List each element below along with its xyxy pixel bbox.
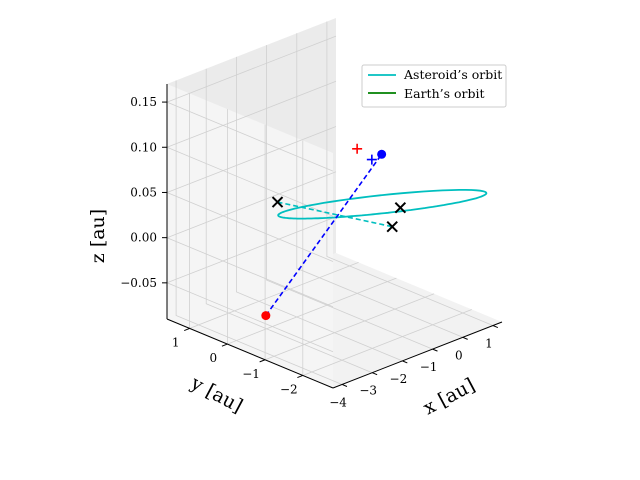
x-tick: [432, 348, 438, 352]
x-tick: [372, 372, 378, 376]
tick-marks: [162, 101, 499, 387]
x-tick-label: −2: [390, 372, 408, 386]
z-axis-label: z [au]: [87, 209, 109, 263]
grid-line-x: [235, 56, 403, 362]
legend-label-earth: Earth’s orbit: [404, 86, 485, 101]
x-tick-label: −1: [420, 360, 438, 374]
x-tick: [341, 384, 348, 387]
grid-line-x: [205, 68, 373, 374]
y-axis-label: y [au]: [186, 372, 246, 418]
y-tick: [297, 374, 304, 379]
x-tick: [402, 360, 408, 364]
sun-plus: [352, 143, 363, 154]
legend: Asteroid’s orbit Earth’s orbit: [361, 64, 507, 108]
x-tick-label: −4: [329, 395, 347, 409]
x-tick-label: 1: [485, 337, 493, 351]
grid-line-x: [296, 33, 463, 338]
grid-line-x: [326, 21, 494, 326]
z-tick-label: 0.10: [130, 140, 157, 154]
grid-line-x: [175, 80, 343, 385]
node-cross-front: [386, 220, 398, 233]
plot-overlays: [261, 143, 407, 321]
x-tick-label: 0: [455, 348, 463, 362]
y-tick: [259, 359, 266, 363]
y-tick-label: 0: [210, 351, 218, 365]
z-tick-label: 0.15: [130, 95, 157, 109]
grid-line-x: [266, 45, 433, 350]
asteroid-aphelion-dot: [261, 311, 271, 321]
apsidal-line-blue: [265, 153, 383, 317]
y-tick-label: −1: [242, 367, 260, 381]
axis-lines: [166, 84, 503, 389]
x-axis-line: [332, 321, 503, 389]
legend-box: [361, 64, 507, 108]
y-tick-label: −2: [280, 382, 298, 396]
z-tick-label: 0.00: [130, 231, 157, 245]
z-tick-label: 0.05: [130, 185, 157, 199]
y-tick-label: 1: [172, 335, 180, 349]
pane-left: [167, 84, 333, 388]
node-line-cyan: [277, 201, 393, 228]
legend-label-asteroid: Asteroid’s orbit: [403, 67, 502, 82]
asteroid-perihelion-dot: [377, 149, 387, 159]
y-tick: [184, 327, 190, 331]
z-tick-label: −0.05: [120, 276, 157, 290]
x-axis-label: x [au]: [420, 374, 479, 419]
blue-plus: [366, 154, 377, 165]
x-tick-label: −3: [359, 384, 377, 398]
y-axis-line: [166, 318, 334, 389]
y-tick: [221, 343, 228, 347]
x-tick: [492, 325, 499, 329]
node-cross-right: [394, 201, 407, 214]
node-cross-upper-left: [271, 196, 284, 208]
tick-labels: −4 −3 −2 −1 0 1 1 0 −1 −2 0.15 0.10 0.05 0.00 −0.05: [120, 95, 493, 409]
x-tick: [462, 336, 468, 340]
